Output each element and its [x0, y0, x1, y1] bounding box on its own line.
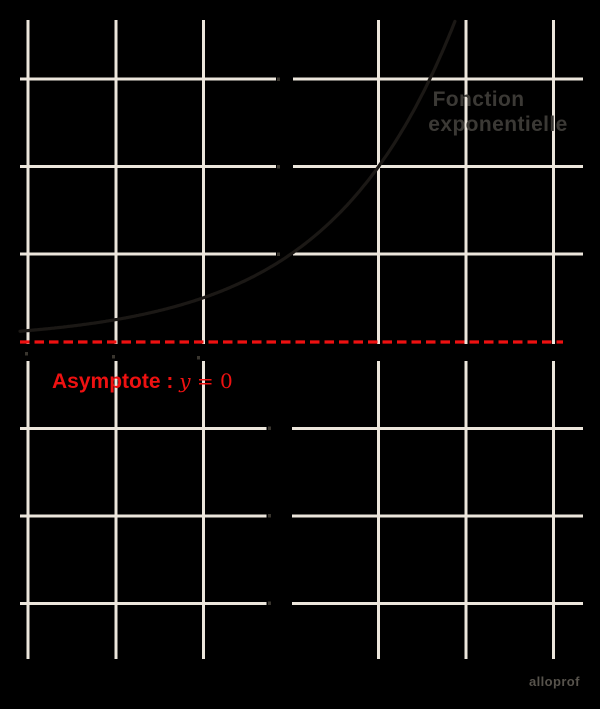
alloprof-watermark-logo: alloprof — [529, 674, 580, 689]
chart-title-line-1: Fonction — [432, 88, 525, 111]
asymptote-math-variable: y — [179, 369, 191, 393]
asymptote-label: Asymptote : y = 0 — [52, 369, 233, 394]
asymptote-label-text: Asymptote : — [52, 370, 174, 393]
chart-title-line-2: exponentielle — [428, 113, 568, 136]
asymptote-math-equation: = 0 — [190, 369, 233, 393]
